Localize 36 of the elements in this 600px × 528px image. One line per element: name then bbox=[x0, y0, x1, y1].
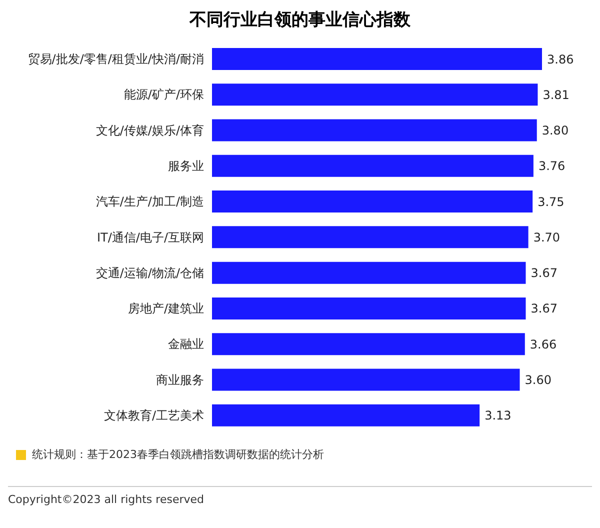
bar bbox=[212, 333, 525, 356]
data-label: 3.13 bbox=[484, 408, 512, 423]
data-label: 3.81 bbox=[542, 88, 570, 102]
bar bbox=[212, 297, 526, 320]
bar bbox=[212, 368, 520, 391]
bar bbox=[212, 84, 538, 106]
data-label: 3.86 bbox=[547, 52, 574, 66]
bar bbox=[212, 262, 526, 284]
y-tick-label: 贸易/批发/零售/租赁业/快消/耐消 bbox=[28, 52, 204, 66]
y-tick-label: 汽车/生产/加工/制造 bbox=[96, 194, 204, 209]
data-label: 3.80 bbox=[542, 124, 569, 138]
bar bbox=[212, 404, 480, 426]
y-tick-label: 房地产/建筑业 bbox=[128, 302, 204, 316]
y-tick-label: 服务业 bbox=[168, 158, 204, 173]
data-label: 3.75 bbox=[538, 194, 564, 209]
bar bbox=[212, 226, 528, 248]
bar bbox=[212, 119, 537, 142]
text: 统计规则：基于2023春季白领跳槽指数调研数据的统计分析 bbox=[32, 447, 324, 462]
data-label: 3.67 bbox=[530, 302, 558, 316]
y-tick-label: 交通/运输/物流/仓储 bbox=[96, 266, 204, 280]
text: Copyright©2023 all rights reserved bbox=[8, 493, 204, 506]
bar bbox=[212, 48, 542, 70]
y-tick-label: 能源/矿产/环保 bbox=[124, 88, 204, 102]
data-label: 3.76 bbox=[538, 159, 566, 174]
chart-title: 不同行业白领的事业信心指数 bbox=[188, 9, 412, 31]
y-tick-label: IT/通信/电子/互联网 bbox=[97, 230, 204, 244]
y-tick-label: 文体教育/工艺美术 bbox=[104, 408, 204, 422]
y-tick-label: 商业服务 bbox=[156, 372, 204, 387]
bar bbox=[212, 190, 533, 213]
y-tick-label: 金融业 bbox=[168, 337, 204, 352]
data-label: 3.60 bbox=[524, 372, 552, 387]
data-label: 3.66 bbox=[530, 337, 557, 352]
y-tick-label: 文化/传媒/娱乐/体育 bbox=[96, 123, 204, 138]
data-label: 3.67 bbox=[530, 266, 558, 280]
bar bbox=[212, 154, 534, 177]
data-label: 3.70 bbox=[533, 230, 560, 244]
